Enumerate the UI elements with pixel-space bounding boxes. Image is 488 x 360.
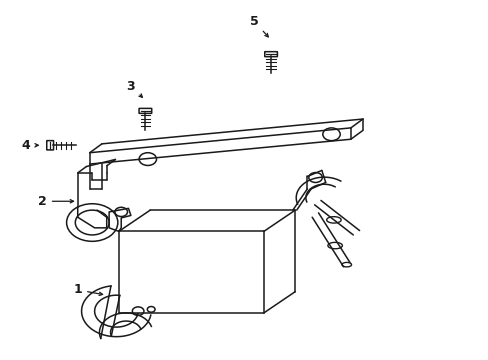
Text: 5: 5	[249, 15, 268, 37]
Text: 1: 1	[73, 283, 102, 296]
Text: 4: 4	[21, 139, 38, 152]
Text: 3: 3	[126, 80, 142, 97]
Text: 2: 2	[38, 195, 73, 208]
